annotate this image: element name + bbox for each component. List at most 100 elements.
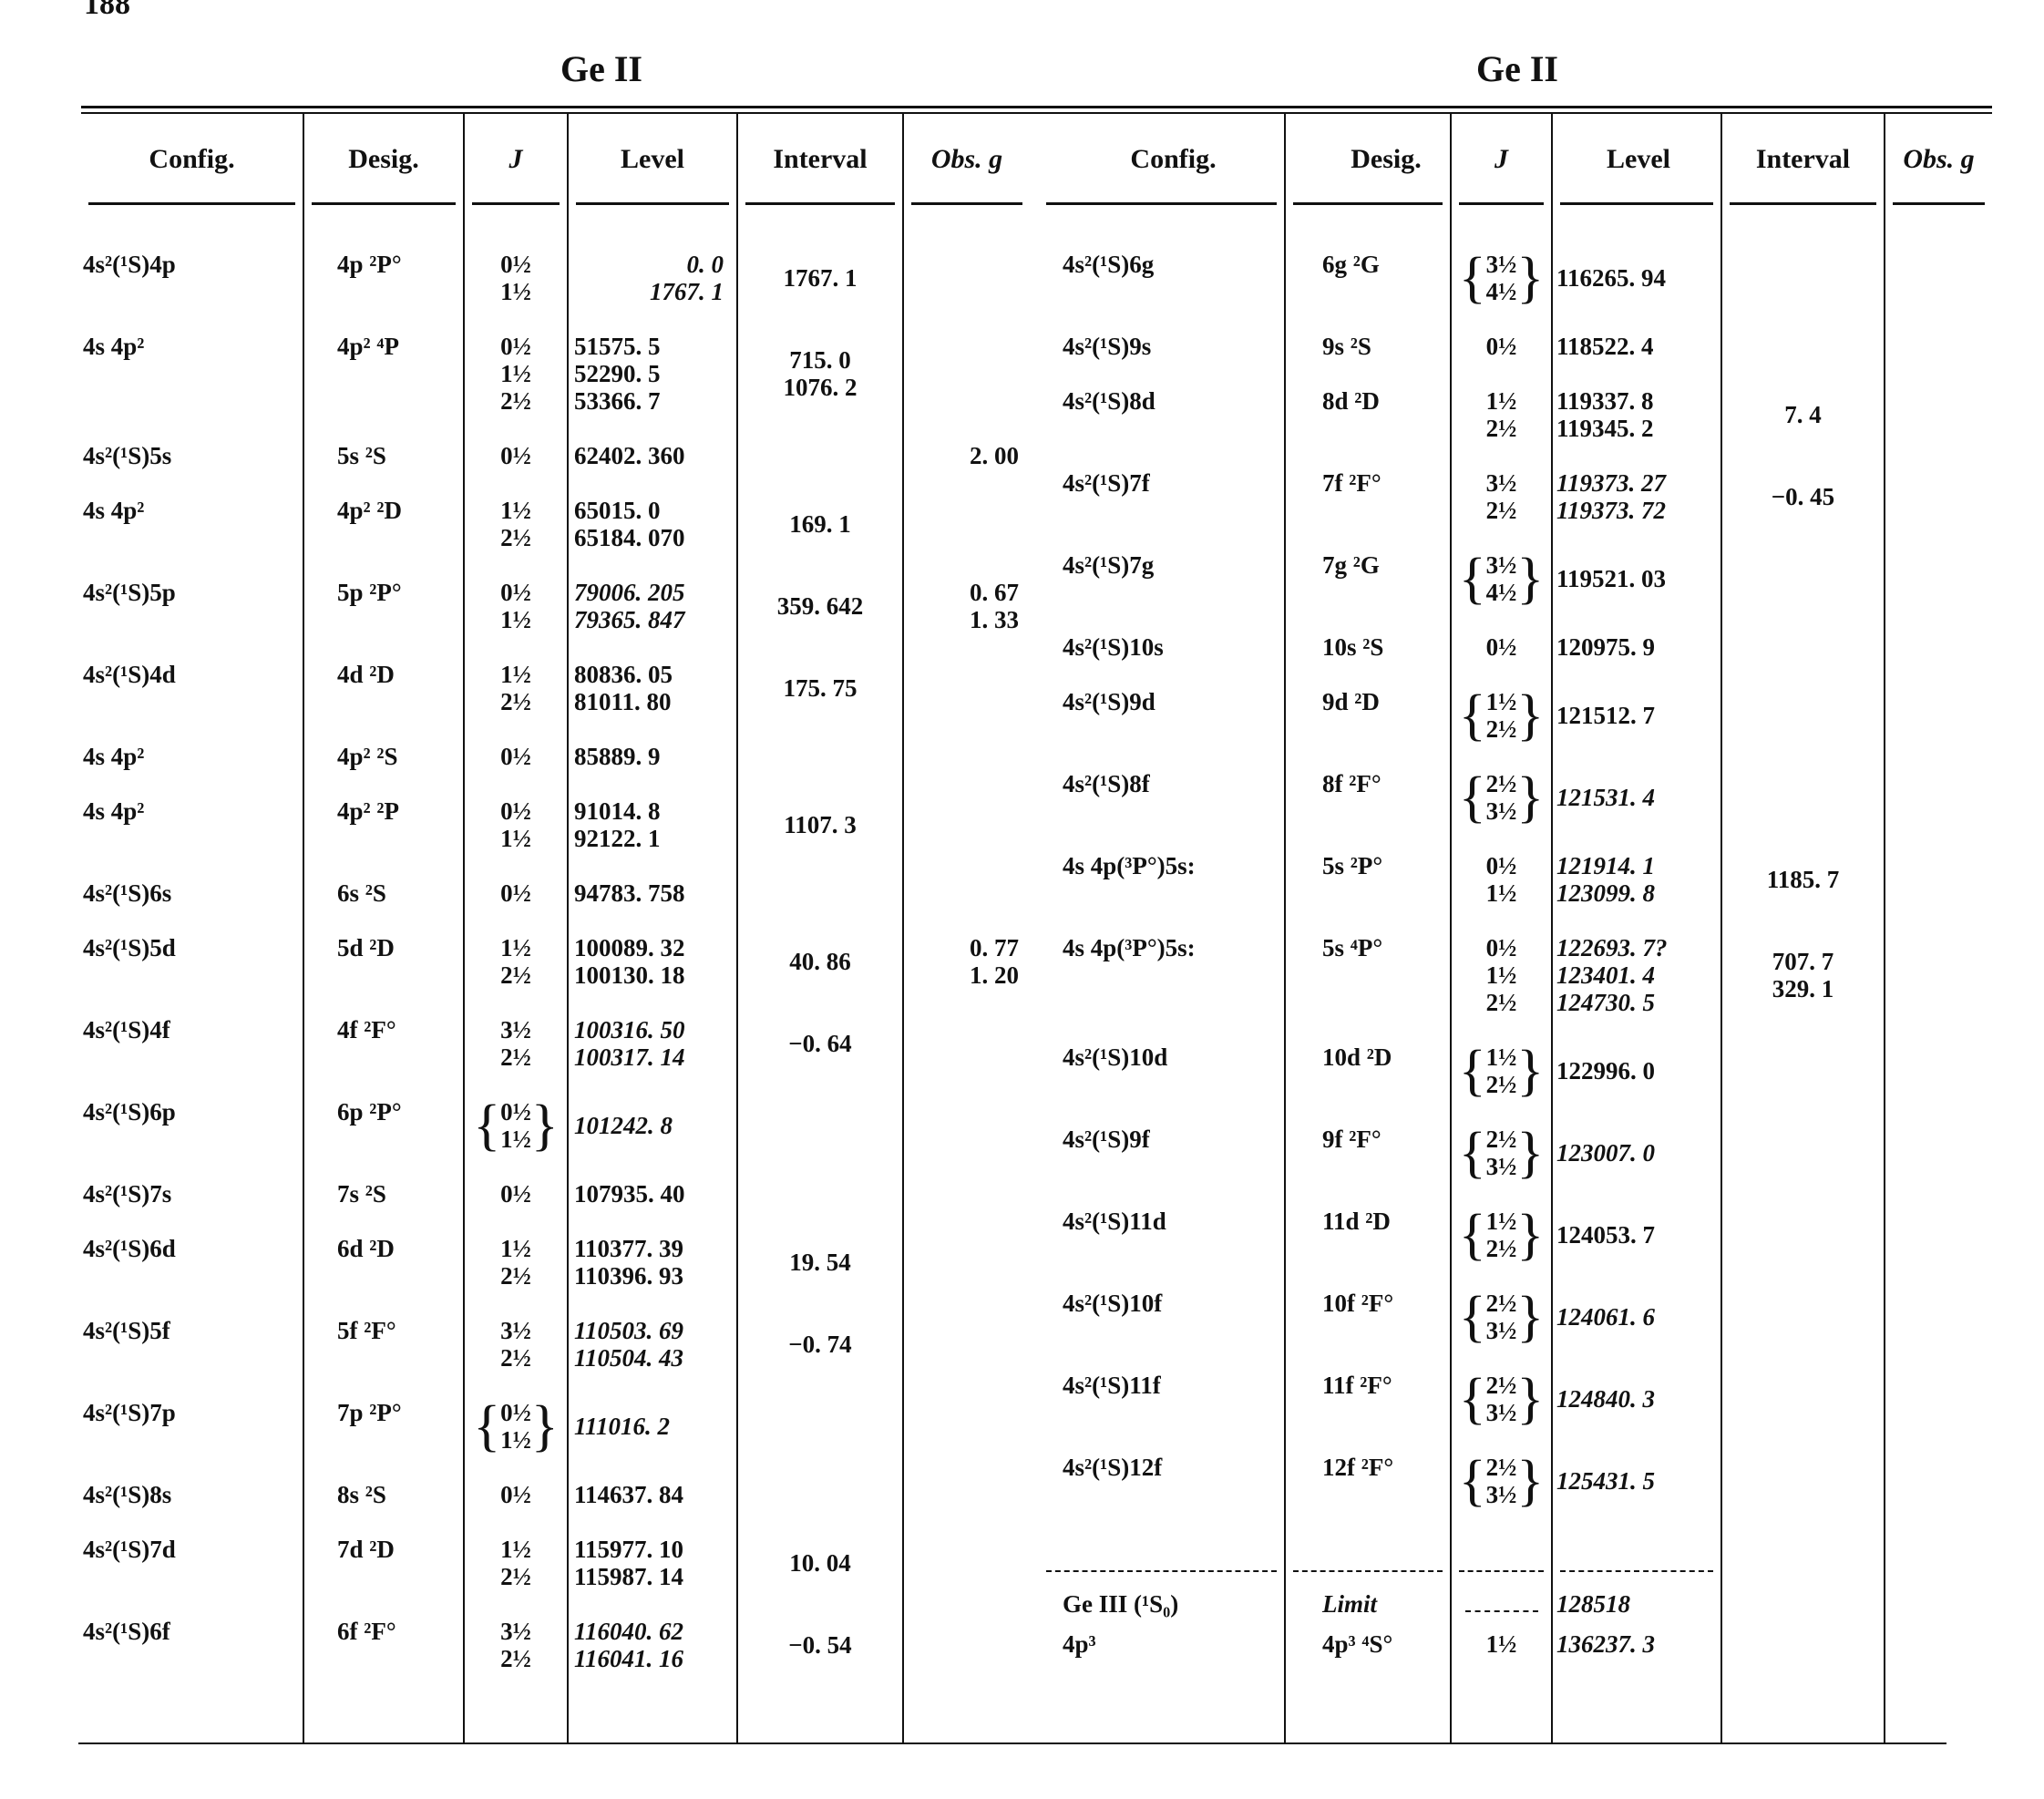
level-value: 101242. 8 — [574, 1112, 673, 1139]
j-value: 0½ — [500, 1399, 531, 1426]
config-cell: 4s²(¹S)10s — [1039, 633, 1284, 688]
designation-text: 4f ²F° — [337, 1016, 396, 1043]
obs-g-value: 2. 00 — [970, 442, 1019, 469]
table-row: 4s²(¹S)6s 6s ²S 0½ 94783. 758 — [81, 879, 1030, 934]
level-cell: 107935. 40 — [567, 1180, 736, 1235]
j-value: 2½ — [500, 961, 531, 989]
left-brace: { — [1458, 1368, 1486, 1430]
config-text: 4s²(¹S)8d — [1063, 387, 1156, 415]
j-cell: 0½ — [1450, 333, 1551, 387]
table-row: 4s²(¹S)10s 10s ²S 0½ 120975. 9 — [1039, 633, 1992, 688]
interval-cell: 715. 0 1076. 2 — [736, 333, 902, 442]
table-row: 4s²(¹S)5f 5f ²F° 3½ 2½ 110503. 69 110504. 43−… — [81, 1317, 1030, 1399]
designation-text: 4p³ ⁴S° — [1322, 1630, 1393, 1658]
j-cell: {3½ 4½} — [1450, 548, 1551, 633]
config-cell: 4s²(¹S)4f — [81, 1016, 303, 1098]
obs-g-value: 1. 20 — [970, 961, 1019, 989]
table-row: 4s²(¹S)5d 5d ²D 1½ 2½ 100089. 32 100130. 18 40… — [81, 934, 1030, 1016]
config-cell: 4s 4p(³P°)5s: — [1039, 852, 1284, 934]
obs-g-cell — [902, 661, 1030, 743]
designation-cell: Limit — [1284, 1572, 1450, 1625]
level-value: 94783. 758 — [574, 879, 685, 907]
designation-text: 11d ²D — [1322, 1208, 1391, 1235]
header-designation: Desig. — [1284, 113, 1450, 205]
designation-text: 9s ²S — [1322, 333, 1371, 360]
designation-cell: 8f ²F° — [1284, 770, 1450, 852]
config-cell: 4s²(¹S)9s — [1039, 333, 1284, 387]
dashed-rule — [1551, 1536, 1720, 1572]
config-text: 4s²(¹S)7s — [83, 1180, 172, 1208]
j-values: 0½ 1½ — [500, 1399, 531, 1454]
j-value: 1½ — [500, 606, 531, 633]
interval-cell: 10. 04 — [736, 1536, 902, 1618]
column-line — [1450, 1665, 1551, 1744]
header-row: Config. Desig. J Level Interval Obs. g — [1039, 113, 1992, 205]
j-cell: 1½ 2½ — [463, 934, 567, 1016]
designation-cell: 4p ²P° — [303, 251, 463, 333]
config-cell: 4s²(¹S)4p — [81, 251, 303, 333]
level-value: 80836. 05 — [574, 661, 673, 688]
config-cell: 4s²(¹S)7d — [81, 1536, 303, 1618]
j-cell — [1450, 1572, 1551, 1625]
interval-cell — [1720, 1043, 1884, 1126]
j-value: 1½ — [1485, 879, 1517, 907]
interval-value: −0. 54 — [788, 1631, 852, 1659]
left-brace: { — [1458, 1122, 1486, 1184]
level-cell: 51575. 5 52290. 5 53366. 7 — [567, 333, 736, 442]
designation-cell: 7g ²G — [1284, 551, 1450, 633]
level-value: 120975. 9 — [1556, 633, 1655, 661]
config-text: 4s 4p(³P°)5s: — [1063, 934, 1196, 961]
config-text: 4s²(¹S)7g — [1063, 551, 1155, 579]
left-brace: { — [1458, 548, 1486, 610]
j-value: 2½ — [1485, 770, 1517, 797]
right-brace: } — [1516, 247, 1545, 309]
level-text: 128518 — [1556, 1590, 1630, 1618]
table-row: 4s²(¹S)7p 7p ²P° {0½ 1½} 111016. 2 — [81, 1398, 1030, 1481]
column-gap — [1450, 205, 1551, 251]
right-brace: } — [1516, 1040, 1545, 1102]
level-value: 121531. 4 — [1556, 784, 1655, 811]
header-interval: Interval — [1720, 113, 1884, 205]
level-cell: 0. 0 1767. 1 — [567, 251, 736, 333]
level-value: 119337. 8 — [1556, 387, 1654, 415]
level-cell: 120975. 9 — [1551, 633, 1720, 688]
designation-text: 4p² ²D — [337, 497, 402, 524]
interval-cell — [1720, 1208, 1884, 1290]
interval-value: 175. 75 — [783, 674, 858, 702]
level-value: 110504. 43 — [574, 1344, 684, 1372]
config-text: 4s²(¹S)7f — [1063, 469, 1150, 497]
config-text: 4s²(¹S)8s — [83, 1481, 172, 1508]
level-cell: 101242. 8 — [567, 1098, 736, 1180]
level-value: 111016. 2 — [574, 1413, 671, 1440]
obs-g-cell — [902, 1399, 1030, 1481]
j-cell: 3½ 2½ — [463, 1618, 567, 1700]
column-gap — [1551, 205, 1720, 251]
config-text: 4s²(¹S)5p — [83, 579, 176, 606]
config-cell: 4s²(¹S)6p — [81, 1098, 303, 1180]
left-brace: { — [1458, 1204, 1486, 1266]
config-cell: 4s²(¹S)10d — [1039, 1043, 1284, 1126]
designation-cell: 5p ²P° — [303, 579, 463, 661]
j-value: 0½ — [1485, 852, 1517, 879]
config-cell: 4s²(¹S)5s — [81, 442, 303, 497]
header-obs-g: Obs. g — [1884, 113, 1992, 205]
interval-cell — [736, 879, 902, 934]
config-text: 4s²(¹S)11d — [1063, 1208, 1166, 1235]
designation-text: 6g ²G — [1322, 251, 1380, 278]
j-cell: 3½ 2½ — [463, 1317, 567, 1399]
j-value: 2½ — [500, 1645, 531, 1672]
level-cell: 119521. 03 — [1551, 551, 1720, 633]
config-text: 4s 4p² — [83, 797, 145, 825]
config-cell: 4s²(¹S)8f — [1039, 770, 1284, 852]
table-row: 4s²(¹S)7f 7f ²F° 3½ 2½ 119373. 27 119373. 72−… — [1039, 469, 1992, 551]
j-cell: {0½ 1½} — [463, 1398, 567, 1481]
level-cell: 124053. 7 — [1551, 1208, 1720, 1290]
interval-cell — [1720, 688, 1884, 770]
j-value: 3½ — [1485, 1399, 1517, 1426]
config-cell: 4s²(¹S)7s — [81, 1180, 303, 1235]
j-cell: 1½ 2½ — [463, 1235, 567, 1317]
j-value: 0½ — [1485, 934, 1517, 961]
obs-g-cell — [1884, 688, 1992, 770]
designation-cell: 10s ²S — [1284, 633, 1450, 688]
obs-g-cell — [902, 1536, 1030, 1618]
